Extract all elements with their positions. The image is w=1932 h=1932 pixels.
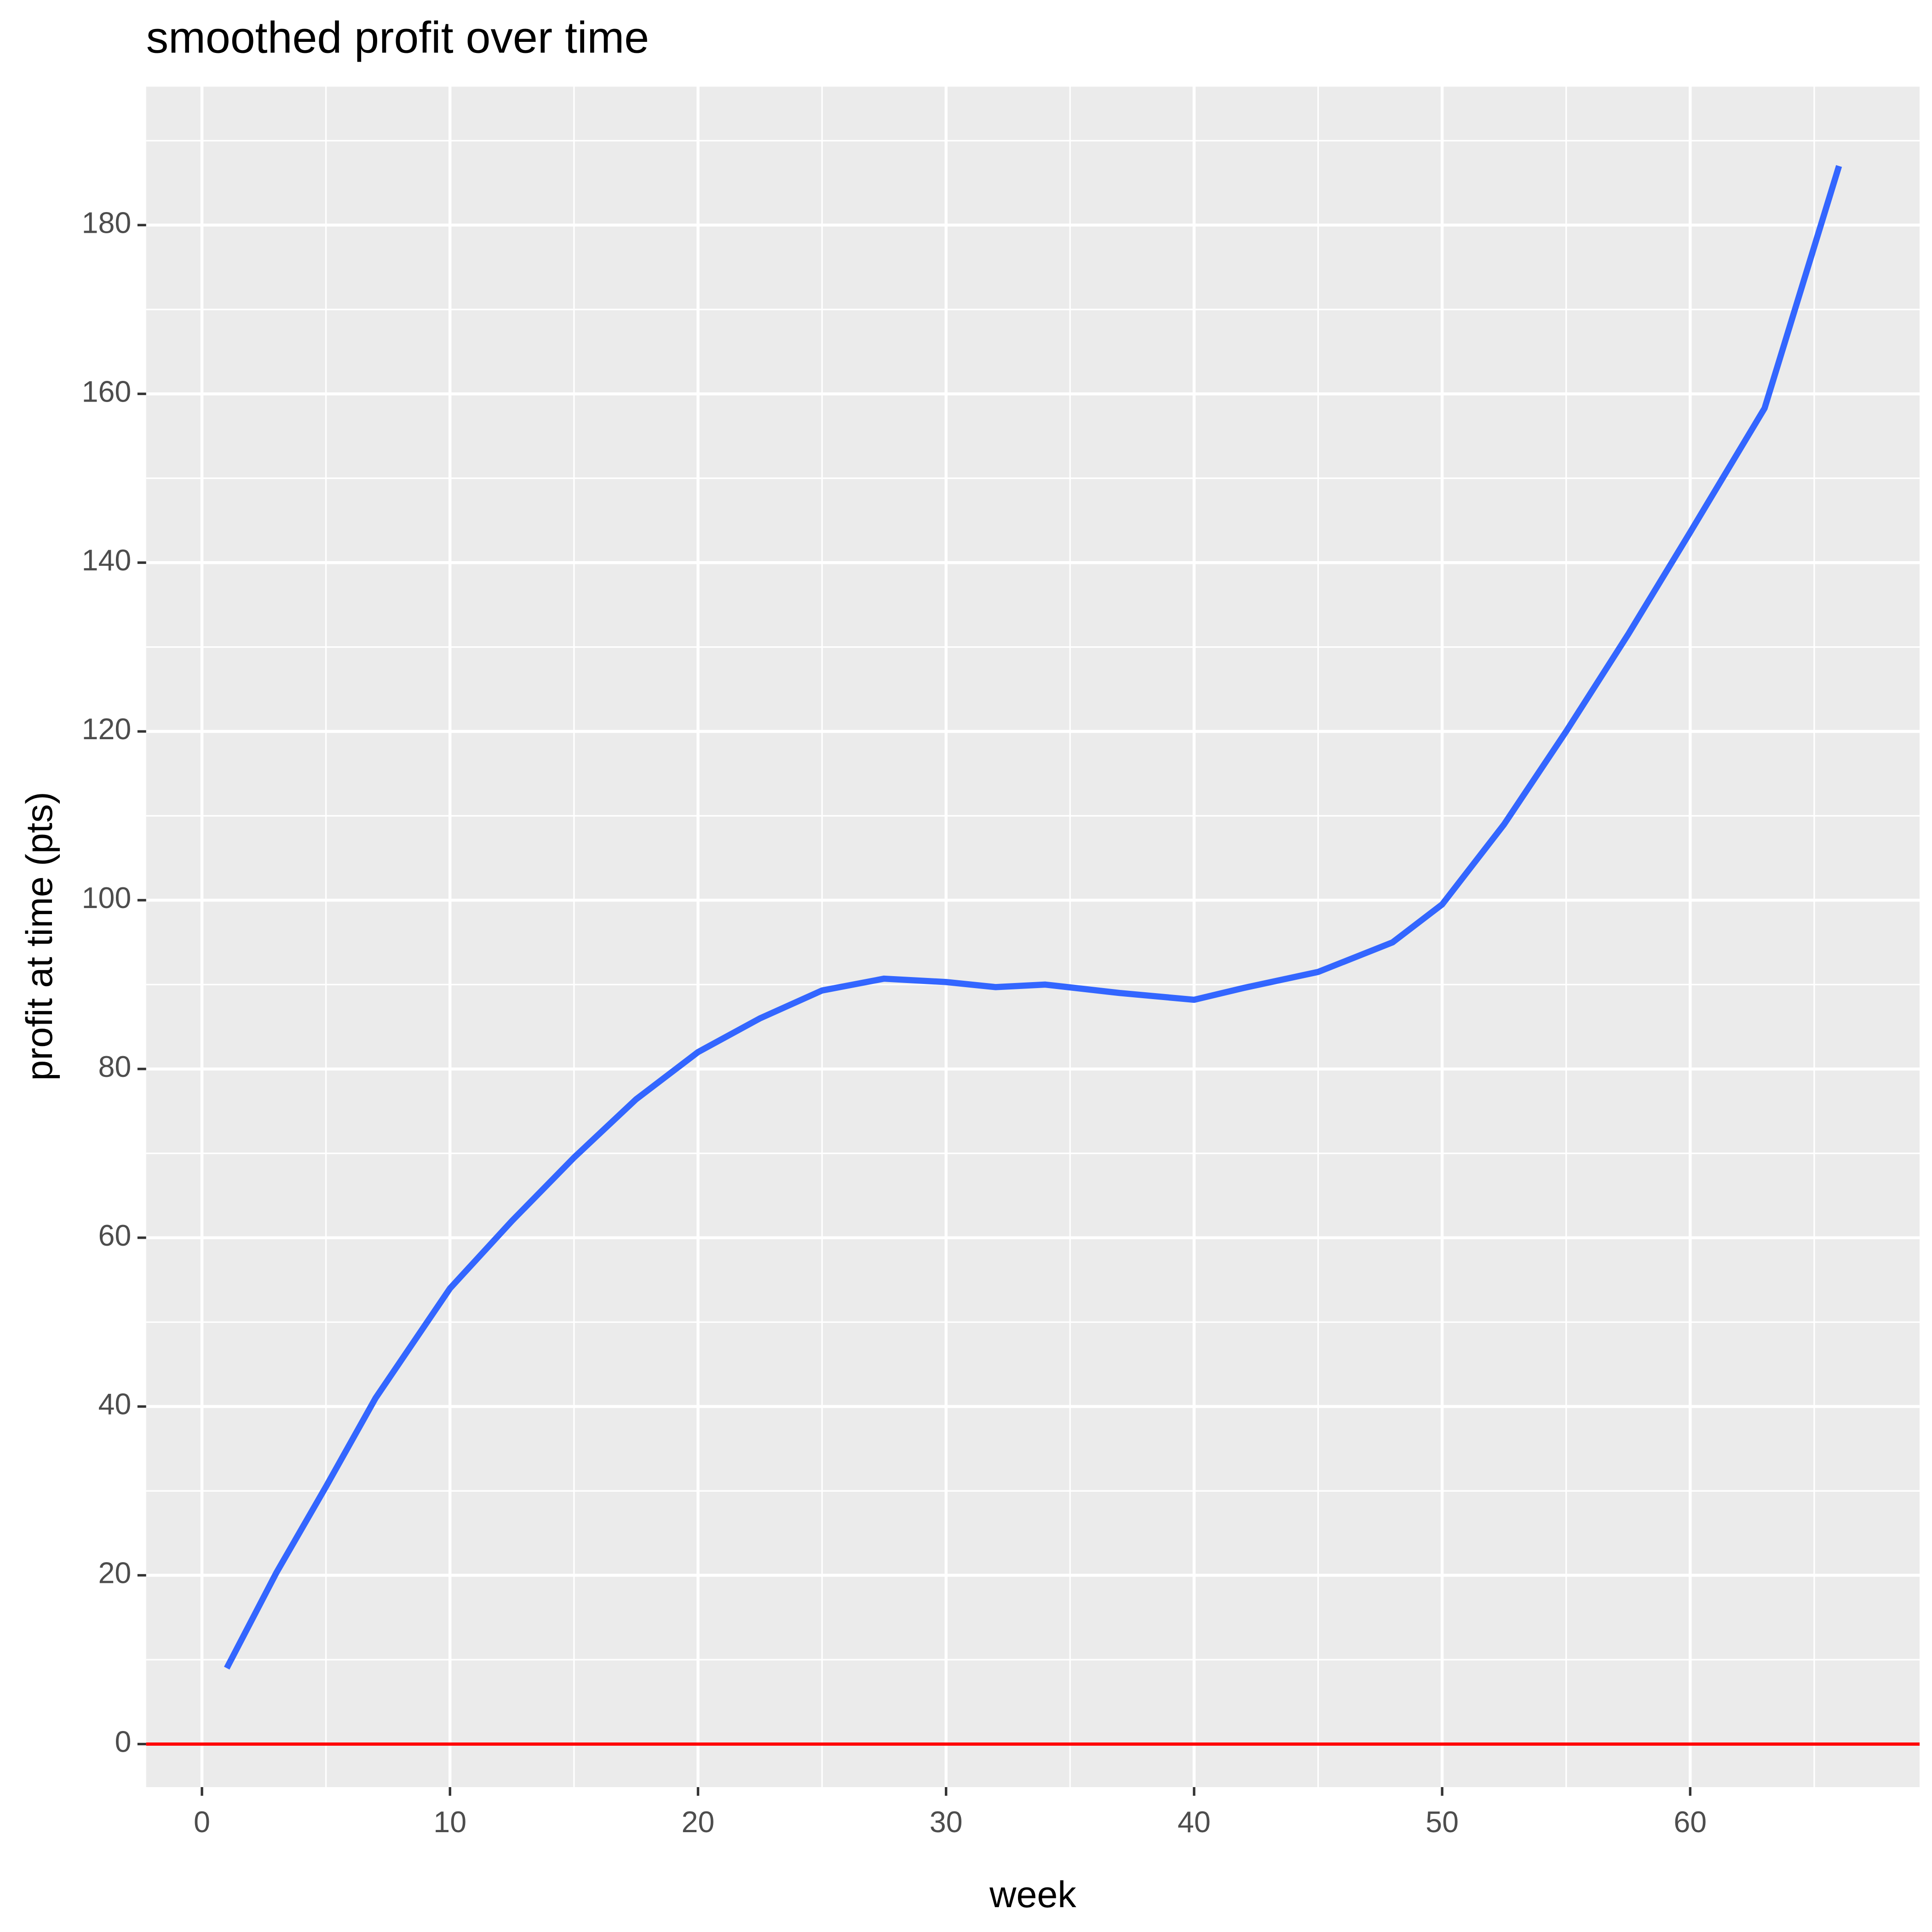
x-axis-label: week [989,1874,1076,1915]
x-tick-label: 0 [194,1806,210,1839]
x-tick-label: 50 [1426,1806,1459,1839]
y-tick-label: 140 [82,544,132,577]
line [224,165,1842,1670]
y-tick-label: 180 [82,206,132,239]
y-tick-label: 60 [98,1219,132,1252]
y-tick-label: 0 [115,1725,131,1759]
y-tick-label: 40 [98,1388,132,1421]
y-axis-label: profit at time (pts) [19,792,60,1081]
y-tick-label: 20 [98,1557,132,1590]
x-tick-label: 20 [682,1806,715,1839]
chart-title: smoothed profit over time [146,12,649,62]
y-tick-label: 80 [98,1050,132,1083]
x-tick-label: 30 [930,1806,963,1839]
y-tick-label: 100 [82,881,132,914]
x-tick-label: 10 [433,1806,466,1839]
plot-panel [146,86,1920,1788]
x-tick-label: 60 [1673,1806,1707,1839]
y-tick-label: 120 [82,713,132,746]
y-tick-label: 160 [82,375,132,408]
x-tick-label: 40 [1178,1806,1211,1839]
